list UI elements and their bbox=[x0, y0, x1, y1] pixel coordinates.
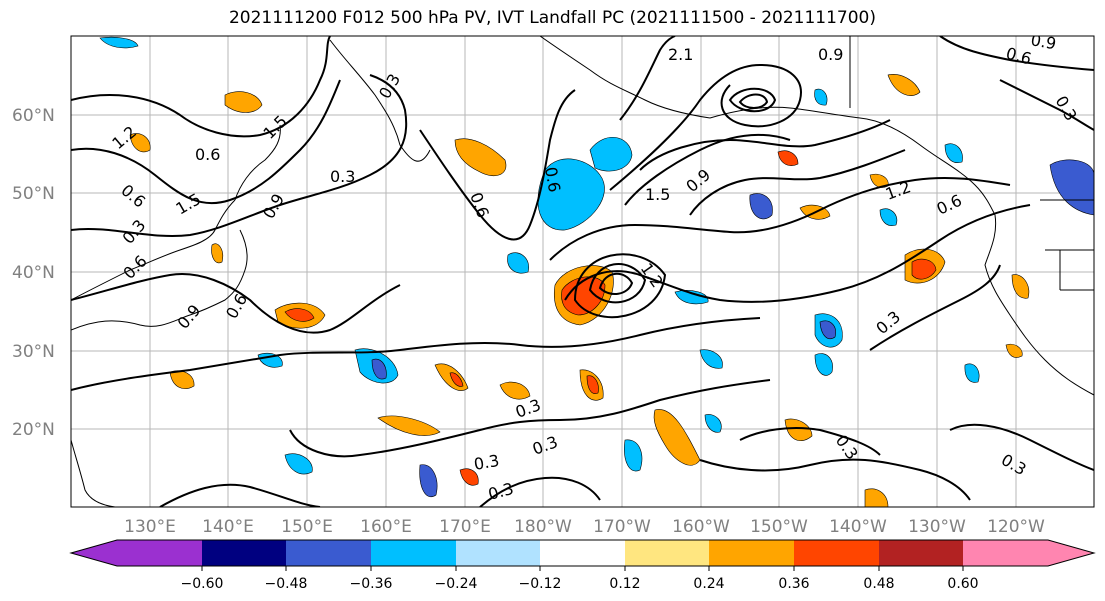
positive-anomaly bbox=[284, 308, 315, 322]
positive-anomaly bbox=[887, 74, 921, 96]
colorbar-segment bbox=[625, 540, 709, 566]
pv-shading bbox=[99, 36, 1094, 507]
negative-anomaly bbox=[879, 208, 898, 226]
colorbar-outline bbox=[69, 539, 1096, 567]
negative-anomaly bbox=[419, 464, 438, 497]
negative-anomaly bbox=[371, 358, 387, 380]
colorbar-tick-label: 0.12 bbox=[609, 576, 640, 592]
contour-label: 0.3 bbox=[472, 451, 500, 474]
lon-label: 120°W bbox=[987, 517, 1045, 537]
positive-anomaly bbox=[454, 138, 507, 176]
positive-anomaly bbox=[377, 415, 441, 436]
lat-label: 60°N bbox=[12, 106, 55, 126]
lon-label: 170°E bbox=[439, 517, 491, 537]
lon-label: 160°W bbox=[672, 517, 730, 537]
positive-anomaly bbox=[653, 409, 701, 466]
lon-label: 130°W bbox=[908, 517, 966, 537]
colorbar-segment bbox=[794, 540, 879, 566]
contour-label: 0.6 bbox=[195, 145, 220, 164]
lon-label: 170°W bbox=[593, 517, 651, 537]
negative-anomaly bbox=[964, 363, 980, 383]
negative-anomaly bbox=[537, 158, 605, 231]
negative-anomaly bbox=[749, 193, 773, 220]
negative-anomaly bbox=[589, 136, 633, 172]
lat-label: 20°N bbox=[12, 420, 55, 440]
contour-label: 2.1 bbox=[668, 45, 693, 64]
positive-anomaly bbox=[561, 276, 606, 316]
negative-anomaly bbox=[944, 143, 963, 163]
negative-anomaly bbox=[819, 320, 836, 340]
lon-label: 140°E bbox=[202, 517, 254, 537]
negative-anomaly bbox=[814, 353, 833, 376]
positive-anomaly bbox=[784, 418, 813, 441]
positive-anomaly bbox=[586, 375, 599, 394]
contour-label: 0.9 bbox=[818, 45, 843, 64]
colorbar-ticks bbox=[201, 566, 964, 571]
colorbar-segment bbox=[963, 540, 1094, 566]
negative-anomaly bbox=[704, 414, 722, 433]
lon-label: 160°E bbox=[360, 517, 412, 537]
negative-anomaly bbox=[674, 290, 709, 305]
negative-anomaly bbox=[507, 252, 529, 274]
latitude-labels: 60°N 50°N 40°N 30°N 20°N bbox=[12, 106, 55, 440]
contour-label: 0.6 bbox=[541, 165, 564, 193]
lon-label: 130°E bbox=[124, 517, 176, 537]
positive-anomaly bbox=[777, 150, 799, 166]
colorbar-segment bbox=[456, 540, 540, 566]
positive-anomaly bbox=[864, 488, 889, 507]
colorbar-segment bbox=[71, 540, 202, 566]
positive-anomaly bbox=[224, 91, 263, 113]
lon-label: 140°W bbox=[829, 517, 887, 537]
colorbar-segment bbox=[709, 540, 794, 566]
positive-anomaly bbox=[1005, 343, 1023, 358]
negative-anomaly bbox=[99, 36, 139, 49]
contour-label: 0.3 bbox=[330, 167, 355, 186]
colorbar-segment bbox=[202, 540, 286, 566]
gridlines bbox=[71, 36, 1094, 507]
colorbar-tick-label: −0.24 bbox=[435, 576, 478, 592]
map-border bbox=[70, 35, 1095, 508]
lon-label: 150°W bbox=[750, 517, 808, 537]
negative-anomaly bbox=[624, 439, 643, 472]
negative-anomaly bbox=[699, 349, 723, 369]
colorbar-tick-label: −0.48 bbox=[265, 576, 308, 592]
colorbar-tick-label: −0.12 bbox=[519, 576, 562, 592]
lat-label: 50°N bbox=[12, 184, 55, 204]
positive-anomaly bbox=[499, 381, 531, 400]
positive-anomaly bbox=[459, 468, 479, 486]
negative-anomaly bbox=[284, 453, 313, 475]
positive-anomaly bbox=[211, 243, 223, 264]
map-title: 2021111200 F012 500 hPa PV, IVT Landfall… bbox=[228, 8, 876, 28]
contour-label: 0.9 bbox=[1029, 30, 1057, 53]
contour-label: 1.5 bbox=[645, 185, 670, 204]
positive-anomaly bbox=[449, 372, 464, 387]
longitude-labels: 130°E 140°E 150°E 160°E 170°E 180°W 170°… bbox=[124, 517, 1045, 537]
colorbar-tick-label: 0.48 bbox=[863, 576, 894, 592]
colorbar-tick-label: 0.36 bbox=[778, 576, 809, 592]
positive-anomaly bbox=[129, 133, 151, 153]
colorbar-segment bbox=[879, 540, 963, 566]
colorbar-tick-label: −0.36 bbox=[350, 576, 393, 592]
positive-anomaly bbox=[1011, 274, 1030, 299]
colorbar-tick-label: −0.60 bbox=[181, 576, 224, 592]
colorbar-segment bbox=[540, 540, 625, 566]
negative-anomaly bbox=[814, 88, 828, 106]
positive-anomaly bbox=[911, 258, 937, 280]
lat-label: 40°N bbox=[12, 263, 55, 283]
colorbar-tick-label: 0.24 bbox=[693, 576, 724, 592]
lon-label: 150°E bbox=[281, 517, 333, 537]
colorbar-tick-label: 0.60 bbox=[947, 576, 978, 592]
negative-anomaly bbox=[1049, 159, 1094, 216]
colorbar: −0.60 −0.48 −0.36 −0.24 −0.12 0.12 0.24 … bbox=[69, 539, 1096, 592]
lon-label: 180°W bbox=[514, 517, 572, 537]
colorbar-segment bbox=[371, 540, 456, 566]
colorbar-segment bbox=[286, 540, 371, 566]
pv-contours bbox=[71, 36, 1094, 507]
lat-label: 30°N bbox=[12, 342, 55, 362]
